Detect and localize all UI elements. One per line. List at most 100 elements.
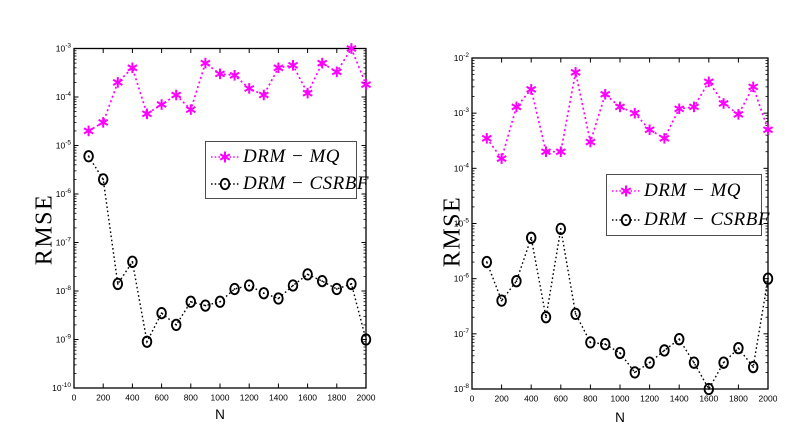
data-point-drm-mq [214,70,226,78]
data-point-center-drm-csrbf [648,361,651,364]
circle-marker-icon [612,213,640,226]
data-point-drm-csrbf [688,356,700,369]
data-point-center-drm-csrbf [262,292,265,295]
data-point-drm-csrbf [585,336,596,349]
data-point-drm-csrbf [762,272,774,285]
data-point-drm-mq [659,134,670,142]
data-point-drm-csrbf [83,150,94,163]
data-point-drm-mq [185,106,196,114]
data-point-drm-csrbf [481,255,493,269]
y-tick-label: 10-6 [454,273,470,284]
data-point-center-drm-csrbf [767,277,769,280]
data-point-drm-csrbf [360,333,372,346]
data-point-drm-csrbf [747,360,759,374]
data-point-drm-mq [346,44,357,53]
series-drm-csrbf [83,150,372,348]
data-point-center-drm-csrbf [604,343,607,346]
data-point-center-drm-csrbf [160,312,163,315]
data-point-drm-mq [540,148,552,156]
data-point-center-drm-csrbf [500,299,503,302]
data-point-drm-mq [718,99,729,107]
tick-labels: 0 200 400 600 800 1000 1200 1400 1600 1800 2000 10-… [454,52,778,404]
x-tick-label: 800 [184,393,198,403]
data-point-drm-mq [83,127,94,135]
data-point-center-drm-csrbf [131,260,134,263]
x-axis-label: N [615,410,625,425]
axes-ticks [73,48,367,389]
data-point-center-drm-csrbf [219,300,221,303]
data-point-center-drm-csrbf [633,371,636,374]
y-tick-label: 10-5 [56,140,72,151]
x-tick-label: 400 [125,393,139,403]
data-point-center-drm-csrbf [102,178,105,181]
series-line-drm-csrbf [88,155,367,344]
data-point-center-drm-csrbf [248,284,251,287]
x-tick-label: 1600 [699,394,718,404]
data-point-center-drm-csrbf [559,227,562,230]
x-tick-label: 1000 [611,394,630,404]
data-point-center-drm-csrbf [146,340,148,343]
data-point-drm-csrbf [170,318,182,332]
data-point-drm-csrbf [614,346,626,360]
left-plot: 0 200 400 600 800 1000 1200 1400 1600 1800 2000 10-… [32,43,376,423]
data-point-drm-csrbf [703,382,715,396]
series-drm-mq [83,43,372,137]
data-point-drm-csrbf [141,335,153,348]
legend: DRM − MQ DRM − CSRBF [606,174,769,236]
data-point-drm-csrbf [331,282,343,296]
data-point-drm-mq [273,64,284,72]
y-tick-label: 10-2 [454,52,470,63]
data-point-drm-csrbf [659,344,670,357]
data-point-drm-mq [748,83,759,91]
x-tick-label: 0 [72,393,77,403]
x-tick-label: 400 [524,394,538,404]
data-point-center-drm-csrbf [189,300,192,303]
data-point-center-drm-csrbf [277,297,280,300]
y-tick-label: 10-6 [56,188,72,199]
data-point-drm-csrbf [229,282,240,296]
data-point-drm-csrbf [525,231,537,244]
data-point-drm-mq [570,68,581,76]
data-point-center-drm-csrbf [292,284,294,287]
data-point-drm-csrbf [718,356,729,369]
legend-label: DRM − MQ [644,179,742,201]
data-point-drm-csrbf [540,311,552,324]
data-point-drm-mq [98,118,109,126]
data-point-center-drm-csrbf [335,288,338,290]
y-tick-label: 10-4 [454,162,470,173]
y-tick-label: 10-7 [454,328,470,339]
data-point-drm-csrbf [496,294,507,307]
data-point-drm-csrbf [273,292,284,305]
data-point-center-drm-csrbf [722,361,725,364]
data-point-drm-mq [229,71,240,79]
series-line-drm-csrbf [486,228,769,391]
legend-item-drm-csrbf: DRM − CSRBF [210,171,368,197]
x-axis-label: N [215,407,225,422]
y-tick-label: 10-9 [56,334,72,345]
y-axis-label: RMSE [439,195,466,268]
data-point-drm-csrbf [644,356,655,369]
data-point-center-drm-csrbf [574,312,577,315]
data-point-drm-mq [688,103,700,111]
y-tick-label: 10-3 [454,107,470,118]
x-tick-label: 1400 [269,393,288,403]
data-point-drm-mq [585,138,596,146]
x-tick-label: 1800 [729,394,748,404]
data-point-center-drm-csrbf [515,280,518,283]
data-point-drm-csrbf [200,299,211,312]
data-point-drm-csrbf [316,274,328,288]
x-tick-label: 600 [155,393,169,403]
x-tick-label: 200 [96,393,110,403]
data-point-center-drm-csrbf [663,349,666,352]
data-point-drm-mq [762,126,774,134]
data-point-drm-csrbf [127,255,138,268]
x-tick-label: 1200 [240,393,259,403]
data-point-drm-mq [156,100,167,109]
x-tick-label: 1600 [298,393,317,403]
y-tick-label: 10-3 [56,43,72,54]
data-point-center-drm-csrbf [693,361,695,364]
data-point-center-drm-csrbf [530,236,533,239]
data-point-center-drm-csrbf [233,288,236,290]
legend-label: DRM − MQ [243,145,341,167]
x-tick-label: 200 [495,394,509,404]
